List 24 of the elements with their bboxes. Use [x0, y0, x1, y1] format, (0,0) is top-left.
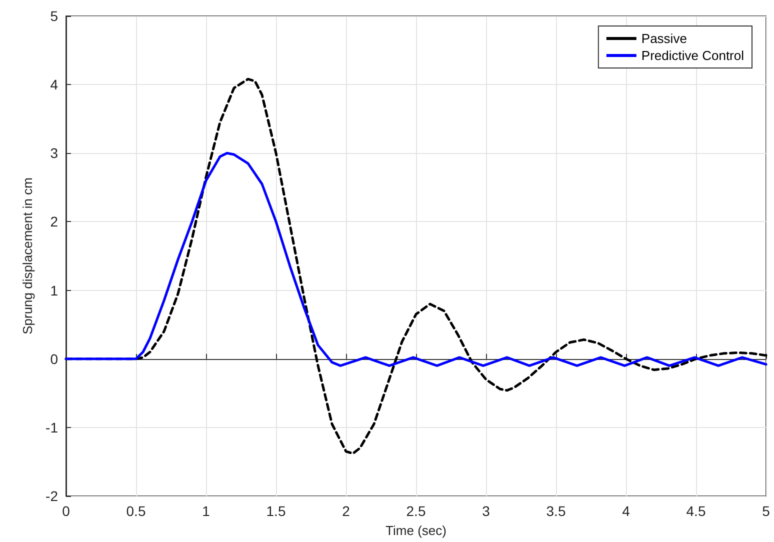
x-tick-label: 5: [762, 503, 770, 519]
legend-label: Passive: [641, 31, 687, 46]
y-tick-label: 3: [50, 145, 58, 162]
x-tick-label: 3.5: [546, 503, 566, 519]
legend-label: Predictive Control: [641, 48, 744, 63]
y-tick-label: 5: [50, 8, 58, 24]
y-tick-label: -2: [46, 488, 58, 504]
y-tick-label: -1: [46, 419, 58, 436]
x-axis-title: Time (sec): [386, 523, 446, 538]
x-tick-label: 0.5: [126, 503, 146, 519]
x-tick-label: 1.5: [266, 503, 286, 519]
x-tick-label: 1: [202, 503, 210, 519]
x-tick-label: 2: [342, 503, 350, 519]
x-tick-label: 2.5: [406, 503, 426, 519]
x-tick-label: 3: [482, 503, 490, 519]
y-tick-label: 2: [50, 214, 58, 230]
x-tick-label: 4: [622, 503, 630, 519]
x-tick-label: 0: [62, 503, 70, 519]
line-series: [64, 152, 768, 367]
y-tick-label: 4: [50, 76, 58, 93]
y-axis-title: Sprung displacement in cm: [20, 178, 35, 334]
x-tick-label: 4.5: [686, 503, 706, 519]
y-tick-label: 1: [50, 282, 58, 298]
y-tick-label: 0: [50, 350, 58, 367]
